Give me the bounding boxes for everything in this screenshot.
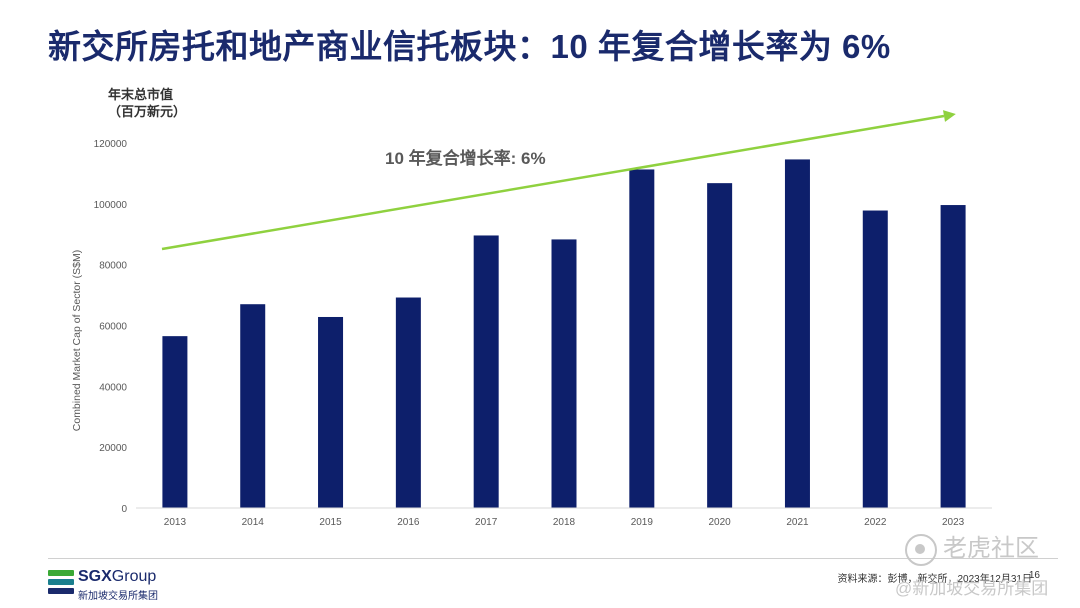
bar-2013 <box>162 336 188 508</box>
y-tick-label: 100000 <box>94 200 128 211</box>
y-tick-label: 80000 <box>99 261 127 272</box>
x-tick-label: 2021 <box>786 517 809 528</box>
x-tick-label: 2013 <box>164 517 187 528</box>
bar-2017 <box>473 235 499 508</box>
x-tick-label: 2018 <box>553 517 576 528</box>
bar-2022 <box>862 210 888 508</box>
footer-divider <box>48 558 1058 559</box>
bar-2023 <box>940 205 966 509</box>
y-axis-ticks: 0 20000 40000 60000 80000 100000 120000 <box>94 139 128 515</box>
x-tick-label: 2017 <box>475 517 498 528</box>
watermark-handle: @新加坡交易所集团 <box>895 579 1049 598</box>
trend-arrow <box>161 114 945 251</box>
logo-bars-icon <box>48 570 74 598</box>
bar-2021 <box>784 159 810 509</box>
watermark-brand: 老虎社区 <box>905 528 1039 566</box>
bar-2019 <box>629 169 655 508</box>
y-axis-label-cn: 年末总市值 （百万新元） <box>108 86 186 120</box>
trend-arrow-head <box>942 110 956 122</box>
bar-2020 <box>707 183 733 508</box>
y-tick-label: 20000 <box>99 443 127 454</box>
x-tick-label: 2015 <box>319 517 342 528</box>
x-tick-label: 2022 <box>864 517 887 528</box>
x-tick-label: 2014 <box>242 517 265 528</box>
cagr-annotation: 10 年复合增长率: 6% <box>385 148 546 168</box>
bar-2016 <box>395 297 421 508</box>
y-axis-label-line1: 年末总市值 <box>108 87 174 102</box>
y-tick-label: 0 <box>121 504 127 515</box>
logo-brand: SGX <box>78 568 112 585</box>
y-tick-label: 120000 <box>94 139 128 150</box>
bar-2014 <box>240 304 266 508</box>
x-axis-ticks: 2013 2014 2015 2016 2017 2018 2019 2020 2021 2022… <box>164 517 965 528</box>
page-number: 16 <box>1028 570 1040 581</box>
source-note: 资料来源：彭博，新交所，2023年12月31日 <box>837 574 1033 585</box>
tiger-paw-icon <box>905 533 937 566</box>
logo-subtitle: 新加坡交易所集团 <box>78 591 158 602</box>
bar-2015 <box>318 316 344 508</box>
bars <box>162 159 966 509</box>
watermark-brand-text: 老虎社区 <box>943 535 1039 562</box>
y-axis-label: Combined Market Cap of Sector (S$M) <box>71 250 83 431</box>
x-tick-label: 2023 <box>942 517 965 528</box>
y-tick-label: 60000 <box>99 322 127 333</box>
x-tick-label: 2020 <box>709 517 732 528</box>
y-axis-label-line2: （百万新元） <box>108 104 187 119</box>
bar-2018 <box>551 239 577 508</box>
x-tick-label: 2019 <box>631 517 654 528</box>
page-title: 新交所房托和地产商业信托板块：10 年复合增长率为 6% <box>48 28 891 65</box>
logo-group: Group <box>111 568 157 585</box>
y-tick-label: 40000 <box>99 382 127 393</box>
x-tick-label: 2016 <box>397 517 420 528</box>
